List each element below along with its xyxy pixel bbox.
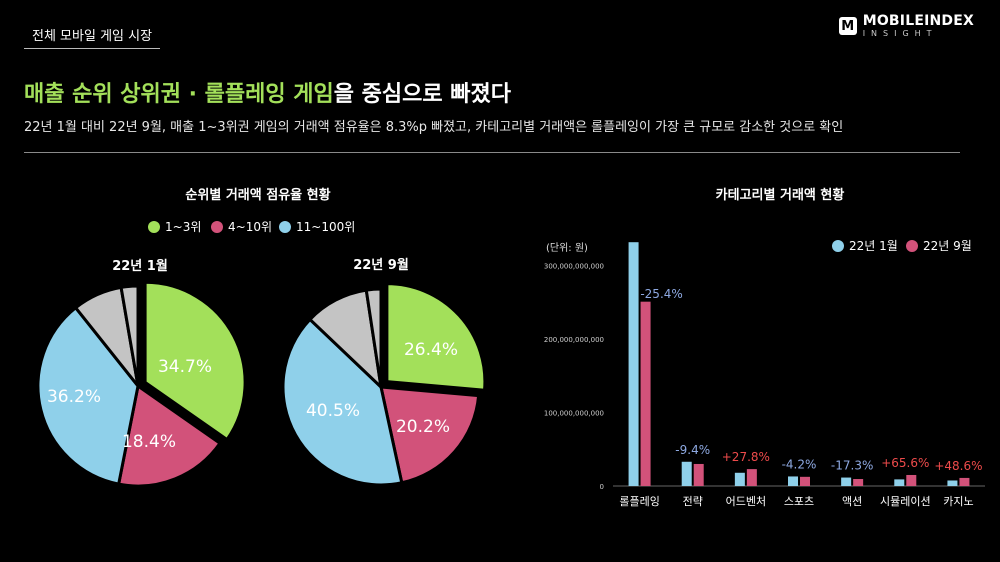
pie-slice-label: 36.2% xyxy=(47,387,101,407)
bar xyxy=(800,476,810,486)
logo-name: MOBILEINDEX xyxy=(862,13,974,29)
bar xyxy=(640,301,651,486)
section-tag: 전체 모바일 게임 시장 xyxy=(24,22,161,49)
bar-chart-title: 카테고리별 거래액 현황 xyxy=(716,187,845,203)
pie-slice-label: 34.7% xyxy=(158,357,212,377)
bar xyxy=(788,476,798,486)
legend-label: 22년 1월 xyxy=(849,239,898,253)
x-tick-label: 액션 xyxy=(842,495,862,508)
legend-swatch xyxy=(906,240,918,252)
bar xyxy=(853,479,864,486)
pie-slice xyxy=(281,317,404,487)
bar xyxy=(841,477,852,486)
pie-slice xyxy=(379,385,481,485)
pie-slice xyxy=(385,282,487,392)
change-label: -25.4% xyxy=(640,287,682,301)
bar xyxy=(906,474,917,486)
change-label: +27.8% xyxy=(722,450,770,464)
legend-label: 4~10위 xyxy=(228,220,272,234)
y-tick-label: 200,000,000,000 xyxy=(544,336,604,344)
legend-swatch xyxy=(832,240,844,252)
legend-label: 11~100위 xyxy=(296,220,355,234)
divider xyxy=(24,152,960,153)
change-label: -4.2% xyxy=(782,457,817,471)
legend-swatch xyxy=(211,221,223,233)
legend-label: 22년 9월 xyxy=(923,239,972,253)
brand-logo: M MOBILEINDEX INSIGHT xyxy=(838,13,974,38)
x-tick-label: 시뮬레이션 xyxy=(880,495,931,508)
x-tick-label: 카지노 xyxy=(943,495,973,508)
pie-period-label: 22년 1월 xyxy=(112,258,168,274)
change-label: -9.4% xyxy=(675,443,710,457)
pie-slice xyxy=(116,383,223,488)
bar xyxy=(681,461,692,486)
unit-label: (단위: 원) xyxy=(546,241,588,254)
pie-slice xyxy=(119,284,140,387)
x-tick-label: 스포츠 xyxy=(784,495,814,508)
change-label: +65.6% xyxy=(881,456,929,470)
headline-highlight: 매출 순위 상위권 · 롤플레잉 게임 xyxy=(24,82,334,107)
headline-rest: 을 중심으로 빠졌다 xyxy=(333,82,512,107)
bar xyxy=(693,463,704,486)
pie-period-label: 22년 9월 xyxy=(353,257,409,273)
y-tick-label: 0 xyxy=(600,483,604,491)
logo-icon: M xyxy=(838,17,857,35)
legend-label: 1~3위 xyxy=(165,220,201,234)
pie-chart-title: 순위별 거래액 점유율 현황 xyxy=(185,187,330,203)
pie-slice xyxy=(36,305,140,486)
pie-slice-label: 26.4% xyxy=(404,340,458,360)
page-subtitle: 22년 1월 대비 22년 9월, 매출 1~3위권 게임의 거래액 점유율은 … xyxy=(24,120,844,135)
x-tick-label: 전략 xyxy=(683,495,703,508)
pie-slice-label: 40.5% xyxy=(306,401,360,421)
bar xyxy=(959,477,970,486)
bar xyxy=(894,479,905,486)
pie-slice-label: 20.2% xyxy=(396,417,450,437)
pie-slice-label: 18.4% xyxy=(122,432,176,452)
bar xyxy=(628,242,639,486)
y-tick-label: 100,000,000,000 xyxy=(544,410,604,418)
x-tick-label: 롤플레잉 xyxy=(619,495,659,508)
legend-swatch xyxy=(279,221,291,233)
pie-slice xyxy=(364,287,383,388)
bar xyxy=(746,469,757,486)
page-headline: 매출 순위 상위권 · 롤플레잉 게임을 중심으로 빠졌다 xyxy=(24,76,511,108)
change-label: -17.3% xyxy=(831,459,873,473)
legend-swatch xyxy=(148,221,160,233)
bar xyxy=(947,480,958,486)
bar xyxy=(734,472,745,486)
pie-slice xyxy=(143,280,247,442)
x-tick-label: 어드벤처 xyxy=(726,495,766,508)
change-label: +48.6% xyxy=(934,459,982,473)
y-tick-label: 300,000,000,000 xyxy=(544,263,604,271)
logo-subtitle: INSIGHT xyxy=(862,29,938,38)
